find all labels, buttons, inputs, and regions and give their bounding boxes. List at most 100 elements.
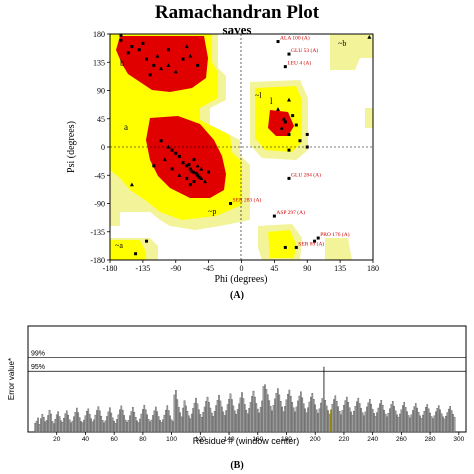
err-bar: [147, 419, 150, 433]
rama-point: [181, 57, 185, 61]
err-bar: [77, 412, 80, 433]
err-bar: [192, 408, 194, 433]
err-bar: [235, 414, 238, 433]
err-bar: [328, 413, 331, 433]
rama-point: [126, 51, 130, 55]
err-bar: [177, 407, 180, 433]
rama-point: [184, 44, 189, 49]
err-x-tick-label: 20: [53, 436, 61, 443]
outlier-point: [283, 65, 287, 69]
err-bar: [430, 416, 433, 433]
err-bar: [361, 412, 364, 433]
err-bar: [44, 421, 47, 433]
outlier-label: PRO 176 (A): [320, 231, 350, 238]
rama-point: [305, 132, 309, 136]
err-bar: [285, 399, 288, 433]
err-bar: [110, 412, 113, 433]
err-bar: [160, 421, 163, 433]
err-bar: [317, 413, 319, 433]
err-bar: [396, 414, 398, 433]
err-bar: [199, 414, 202, 433]
rama-point: [202, 179, 207, 184]
err-bar: [301, 397, 304, 433]
err-bar: [73, 416, 75, 433]
rama-point: [145, 239, 149, 243]
err-bar: [255, 403, 258, 433]
err-bar: [256, 408, 259, 433]
err-bar: [100, 415, 103, 433]
err-bar: [374, 415, 377, 433]
err-bar: [370, 403, 373, 433]
err-bar: [414, 403, 417, 433]
rama-point: [287, 148, 291, 152]
err-bar: [242, 398, 245, 433]
err-bar: [50, 413, 52, 433]
rama-point: [367, 34, 372, 39]
rama-point: [305, 145, 309, 149]
rama-x-axis-label: Phi (degrees): [214, 274, 267, 285]
rama-point: [279, 125, 284, 130]
outlier-label: LEU 4 (A): [287, 60, 311, 67]
err-bar: [93, 419, 95, 433]
err-bar: [300, 391, 302, 433]
err-bar: [185, 405, 187, 433]
err-bar: [287, 394, 289, 433]
outlier-point: [276, 40, 280, 44]
err-bar: [420, 418, 423, 433]
err-bar: [360, 408, 362, 433]
err-bar: [248, 408, 250, 433]
err-bar: [215, 405, 217, 433]
rama-y-tick-label: 180: [93, 30, 105, 39]
err-bar: [239, 397, 242, 433]
rama-point: [152, 164, 156, 168]
err-bar: [196, 403, 199, 433]
err-bar: [45, 420, 48, 433]
rama-point: [194, 171, 198, 175]
rama-y-ticks: 180 135 90 45 0 -45 -90 -135 -180: [90, 30, 110, 265]
err-bar: [279, 401, 282, 433]
err-bar: [410, 414, 413, 433]
err-bar: [231, 399, 233, 433]
rama-point: [137, 48, 141, 52]
err-bar: [376, 412, 378, 433]
err-bar: [404, 407, 407, 433]
err-bar: [399, 413, 401, 433]
err-bar: [419, 415, 421, 433]
err-bar: [113, 420, 115, 433]
err-bar: [267, 394, 269, 433]
err-bar: [114, 423, 117, 433]
outlier-point: [316, 236, 320, 240]
rama-point: [173, 69, 178, 74]
err-x-ticks: 20 40 60 80 100 120 140 160 180 200 220 240 260 280 30…: [53, 432, 465, 443]
rama-point: [291, 114, 295, 118]
rama-y-tick-label: 45: [97, 115, 105, 124]
outlier-point: [229, 202, 233, 205]
err-bar: [391, 401, 394, 433]
err-bar: [383, 409, 385, 433]
rama-x-ticks: -180 -135 -90 -45 0 45 90 135 180: [103, 260, 379, 273]
region-label-tilde-p: ~p: [208, 207, 216, 216]
rama-point: [119, 33, 123, 37]
err-bar: [65, 410, 68, 433]
err-bar: [186, 411, 189, 433]
outlier-point: [294, 245, 298, 249]
err-bar: [389, 408, 391, 433]
err-bar: [453, 417, 456, 433]
err-x-tick-label: 40: [82, 436, 90, 443]
err-bar: [262, 386, 265, 433]
err-x-tick-label: 80: [139, 436, 147, 443]
err-bar: [429, 412, 431, 433]
err-bar: [259, 407, 262, 433]
err-bar: [439, 409, 441, 433]
err-bar: [86, 411, 88, 433]
err-bar: [412, 410, 414, 433]
err-bar: [271, 410, 273, 433]
err-bar: [310, 396, 312, 433]
outlier-label: SER 283 (A): [233, 197, 262, 204]
err-bar: [84, 415, 87, 433]
err-threshold-label: 95%: [31, 364, 45, 371]
err-bar: [278, 394, 281, 433]
rama-point: [174, 151, 178, 155]
err-bar: [320, 402, 322, 433]
